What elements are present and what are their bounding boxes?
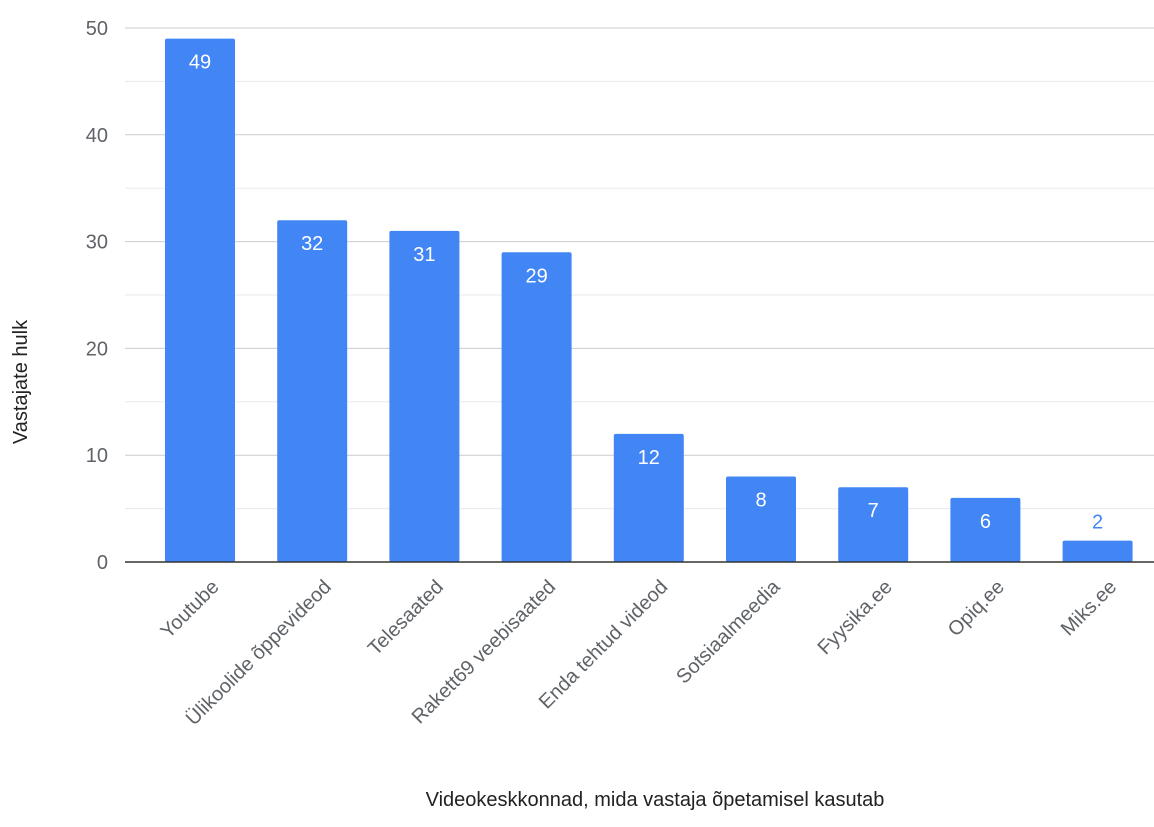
data-label: 6 xyxy=(980,511,991,533)
bar xyxy=(501,252,572,562)
x-category-label: Youtube xyxy=(157,576,224,643)
data-label: 32 xyxy=(301,233,323,255)
bar xyxy=(613,433,684,562)
data-labels: 49 32 31 29 12 8 7 6 2 xyxy=(189,52,1103,534)
x-axis-title: Videokeskkonnad, mida vastaja õpetamisel… xyxy=(426,789,885,811)
bar xyxy=(726,476,796,562)
bar xyxy=(389,230,460,563)
data-label: 29 xyxy=(525,265,547,287)
x-category-label: Sotsiaalmeedia xyxy=(672,575,785,688)
y-tick-label: 20 xyxy=(86,338,108,360)
x-category-label: Fyysika.ee xyxy=(814,576,897,659)
data-label: 12 xyxy=(638,447,660,469)
bar xyxy=(277,220,348,563)
bar xyxy=(838,487,909,562)
y-tick-label: 40 xyxy=(86,125,108,147)
x-category-label: Telesaated xyxy=(364,576,448,660)
x-category-label: Miks.ee xyxy=(1057,576,1121,640)
data-label: 7 xyxy=(868,500,879,522)
y-axis-title: Vastajate hulk xyxy=(10,319,32,444)
y-tick-label: 50 xyxy=(86,18,108,40)
x-category-label: Opiq.ee xyxy=(944,576,1009,641)
data-label: 8 xyxy=(755,490,766,512)
x-category-label: Enda tehtud videod xyxy=(535,576,672,713)
bar xyxy=(950,497,1021,562)
bars xyxy=(165,38,1133,563)
y-tick-label: 30 xyxy=(86,232,108,254)
y-tick-label: 0 xyxy=(97,552,108,574)
y-axis-ticks: 0 10 20 30 40 50 xyxy=(86,18,108,574)
data-label: 31 xyxy=(413,244,435,266)
data-label: 49 xyxy=(189,52,211,74)
data-label: 2 xyxy=(1092,512,1103,534)
bar xyxy=(1062,540,1133,562)
y-tick-label: 10 xyxy=(86,445,108,467)
bar xyxy=(165,38,235,563)
